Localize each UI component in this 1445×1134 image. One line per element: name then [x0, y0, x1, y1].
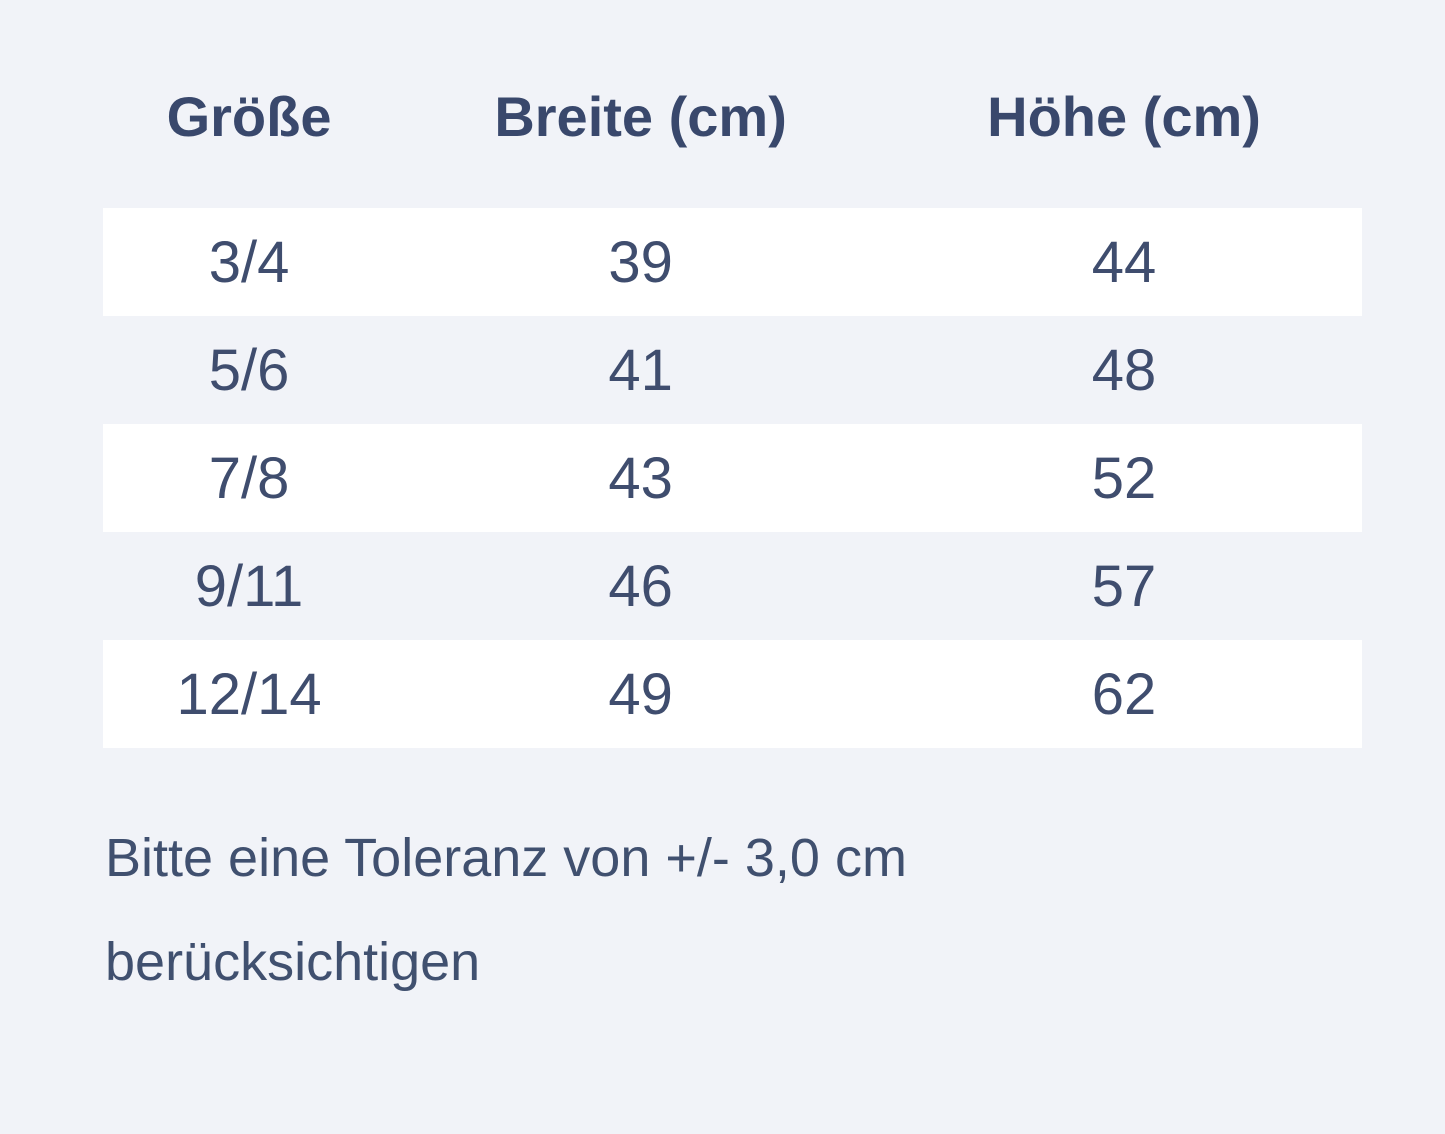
cell-size: 12/14	[176, 661, 322, 727]
cell-height: 44	[1091, 229, 1157, 295]
table-row: 5/6 41 48	[103, 316, 1362, 424]
cell-size: 9/11	[194, 553, 304, 619]
cell-height: 62	[1091, 661, 1157, 727]
cell-width: 39	[608, 229, 673, 295]
cell-width: 49	[608, 661, 673, 727]
cell-width: 46	[608, 553, 673, 619]
size-chart-table: Größe Breite (cm) Höhe (cm) 3/4 39 44 5/…	[103, 62, 1362, 748]
cell-height: 52	[1091, 445, 1157, 511]
tolerance-note-line-2: berücksichtigen	[105, 932, 481, 992]
cell-size: 3/4	[208, 229, 290, 295]
cell-width: 43	[608, 445, 673, 511]
column-header-size: Größe	[166, 84, 332, 148]
column-header-height: Höhe (cm)	[987, 84, 1261, 148]
column-header-width: Breite (cm)	[494, 84, 787, 148]
size-chart-body: 3/4 39 44 5/6 41 48 7/8 43 52 9/11 46 57…	[103, 208, 1362, 748]
table-row: 7/8 43 52	[103, 424, 1362, 532]
table-row: 12/14 49 62	[103, 640, 1362, 748]
table-row: 3/4 39 44	[103, 208, 1362, 316]
table-row: 9/11 46 57	[103, 532, 1362, 640]
tolerance-note-line-1: Bitte eine Toleranz von +/- 3,0 cm	[105, 828, 907, 888]
cell-height: 57	[1091, 553, 1157, 619]
tolerance-note: Bitte eine Toleranz von +/- 3,0 cm berüc…	[105, 806, 1445, 1014]
cell-size: 7/8	[208, 445, 290, 511]
cell-size: 5/6	[208, 337, 290, 403]
size-chart-header-row: Größe Breite (cm) Höhe (cm)	[103, 62, 1362, 170]
cell-width: 41	[608, 337, 673, 403]
cell-height: 48	[1091, 337, 1157, 403]
